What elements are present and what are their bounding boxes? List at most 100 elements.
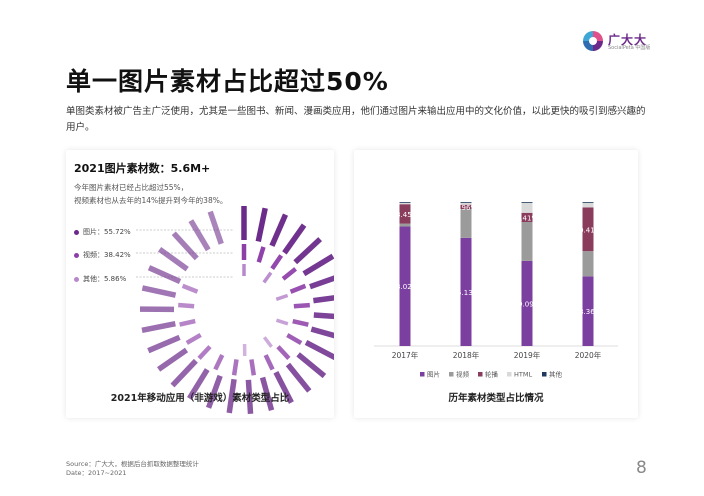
bar-data-label: 48.36%: [575, 308, 602, 316]
bar-segment-图片: [399, 226, 411, 346]
brand-logo: 广大大 SocialPeta 中国版: [582, 30, 692, 54]
radial-spoke-其他: [275, 318, 289, 326]
radial-spoke-图片: [313, 295, 334, 304]
radial-spoke-视频: [231, 359, 239, 376]
legend-label-video: 视频：38.42%: [83, 251, 131, 259]
page-description: 单图类素材被广告主广泛使用，尤其是一些图书、新闻、漫画类应用，他们通过图片来输出…: [66, 106, 646, 133]
radial-spoke-图片: [313, 312, 334, 320]
bar-data-label: 83.02%: [392, 283, 419, 291]
legend-dot-video: [74, 252, 79, 258]
radial-spoke-视频: [286, 333, 303, 345]
radial-spoke-图片: [147, 334, 181, 354]
radial-spoke-图片: [310, 326, 334, 339]
radial-bar-chart: [136, 206, 334, 414]
legend-label: 轮播: [485, 370, 499, 379]
radial-spoke-视频: [276, 345, 291, 360]
bar-segment-轮播: [582, 207, 594, 252]
right-card-caption: 历年素材类型占比情况: [448, 393, 544, 404]
bar-segment-其他: [399, 202, 411, 203]
bar-segment-其他: [582, 202, 594, 203]
stacked-bar-chart: 83.02% 13.45% 2017年 75.13% 2.96% 2018年 59.09% 6…: [374, 202, 618, 379]
radial-spoke-图片: [188, 219, 211, 252]
material-share-card: 2021图片素材数：5.6M+ 今年图片素材已经占比超过55%， 视频素材也从去…: [66, 150, 334, 418]
radial-spoke-视频: [197, 345, 212, 360]
legend-dot-image: [74, 229, 79, 235]
left-card-caption: 2021年移动应用（非游戏）素材类型占比: [110, 393, 290, 404]
radial-spoke-图片: [282, 223, 307, 255]
legend-label-other: 其他：5.86%: [83, 275, 127, 283]
x-tick-label: 2020年: [575, 350, 602, 360]
radial-spoke-图片: [157, 347, 189, 372]
radial-spoke-视频: [213, 354, 225, 371]
legend-label: 图片: [427, 370, 440, 379]
radial-spoke-图片: [187, 368, 210, 400]
radial-spoke-图片: [302, 253, 334, 277]
radial-spoke-图片: [205, 374, 223, 409]
legend-swatch: [420, 372, 425, 377]
radial-spoke-视频: [249, 359, 257, 376]
bar-segment-轮播: [460, 204, 472, 210]
brand-subtitle: SocialPeta 中国版: [608, 45, 651, 51]
radial-spoke-视频: [179, 318, 196, 327]
source-line: Source：广大大，根据后台抓取数据整理统计: [66, 460, 199, 468]
legend-swatch: [449, 372, 454, 377]
radial-spoke-其他: [275, 293, 289, 301]
stat-note-line-2: 视频素材也从去年的14%提升到今年的38%。: [74, 196, 228, 205]
radial-spoke-图片: [157, 246, 189, 272]
radial-spoke-图片: [171, 231, 199, 261]
bar-segment-图片: [582, 276, 594, 346]
bar-segment-视频: [521, 222, 533, 261]
stat-note-line-1: 今年图片素材已经占比超过55%，: [74, 183, 189, 192]
date-line: Date：2017~2021: [66, 469, 127, 477]
x-tick-label: 2018年: [453, 350, 480, 360]
radial-spoke-视频: [292, 318, 309, 327]
legend-swatch: [507, 372, 512, 377]
radial-spoke-其他: [262, 336, 273, 348]
bar-segment-其他: [460, 202, 472, 203]
radial-spoke-视频: [185, 333, 202, 345]
radial-spoke-图片: [141, 320, 176, 334]
radial-spoke-图片: [207, 210, 224, 245]
bar-segment-视频: [460, 209, 472, 238]
bar-data-label: 75.13%: [453, 289, 480, 297]
radial-spoke-视频: [270, 254, 284, 270]
bar-segment-HTML: [399, 202, 411, 205]
radial-spoke-图片: [309, 275, 334, 290]
brand-logo-icon: [583, 31, 603, 51]
legend-swatch: [542, 372, 547, 377]
radial-spoke-图片: [259, 376, 275, 412]
radial-spoke-视频: [178, 302, 195, 309]
brand-name: 广大大: [608, 33, 648, 47]
source-note: Source：广大大，根据后台抓取数据整理统计 Date：2017~2021: [66, 460, 199, 478]
radial-spoke-视频: [263, 354, 275, 371]
bar-segment-视频: [582, 251, 594, 277]
bar-segment-HTML: [582, 202, 594, 208]
radial-spoke-图片: [226, 378, 237, 414]
x-tick-label: 2017年: [392, 350, 419, 360]
stat-note: 今年图片素材已经占比超过55%， 视频素材也从去年的14%提升到今年的38%。: [74, 181, 227, 207]
image-count-stat: 2021图片素材数：5.6M+: [74, 162, 211, 175]
bar-segment-轮播: [399, 204, 411, 224]
legend-label: HTML: [514, 371, 532, 379]
page-title: 单一图片素材占比超过50%: [66, 67, 389, 96]
bar-data-label: 13.45%: [392, 211, 419, 219]
legend-label: 视频: [456, 370, 470, 379]
radial-spoke-图片: [147, 265, 182, 285]
radial-spoke-图片: [296, 352, 327, 379]
bar-segment-HTML: [521, 202, 533, 213]
legend-dot-other: [74, 276, 79, 282]
radial-spoke-图片: [293, 237, 322, 265]
bar-data-label: 2.96%: [455, 204, 478, 212]
yearly-share-card: 83.02% 13.45% 2017年 75.13% 2.96% 2018年 59.09% 6…: [354, 150, 638, 418]
x-tick-label: 2019年: [514, 350, 541, 360]
legend-item-video: 视频：38.42%: [74, 250, 131, 260]
radial-spoke-图片: [245, 379, 254, 414]
legend-label: 其他: [549, 370, 563, 379]
radial-spoke-图片: [170, 358, 198, 388]
bar-data-label: 59.09%: [514, 300, 541, 308]
radial-spoke-图片: [255, 207, 268, 243]
legend-label-image: 图片：55.72%: [83, 228, 131, 236]
radial-spoke-视频: [181, 283, 199, 294]
bar-segment-HTML: [460, 202, 472, 205]
radial-spoke-图片: [273, 371, 294, 404]
